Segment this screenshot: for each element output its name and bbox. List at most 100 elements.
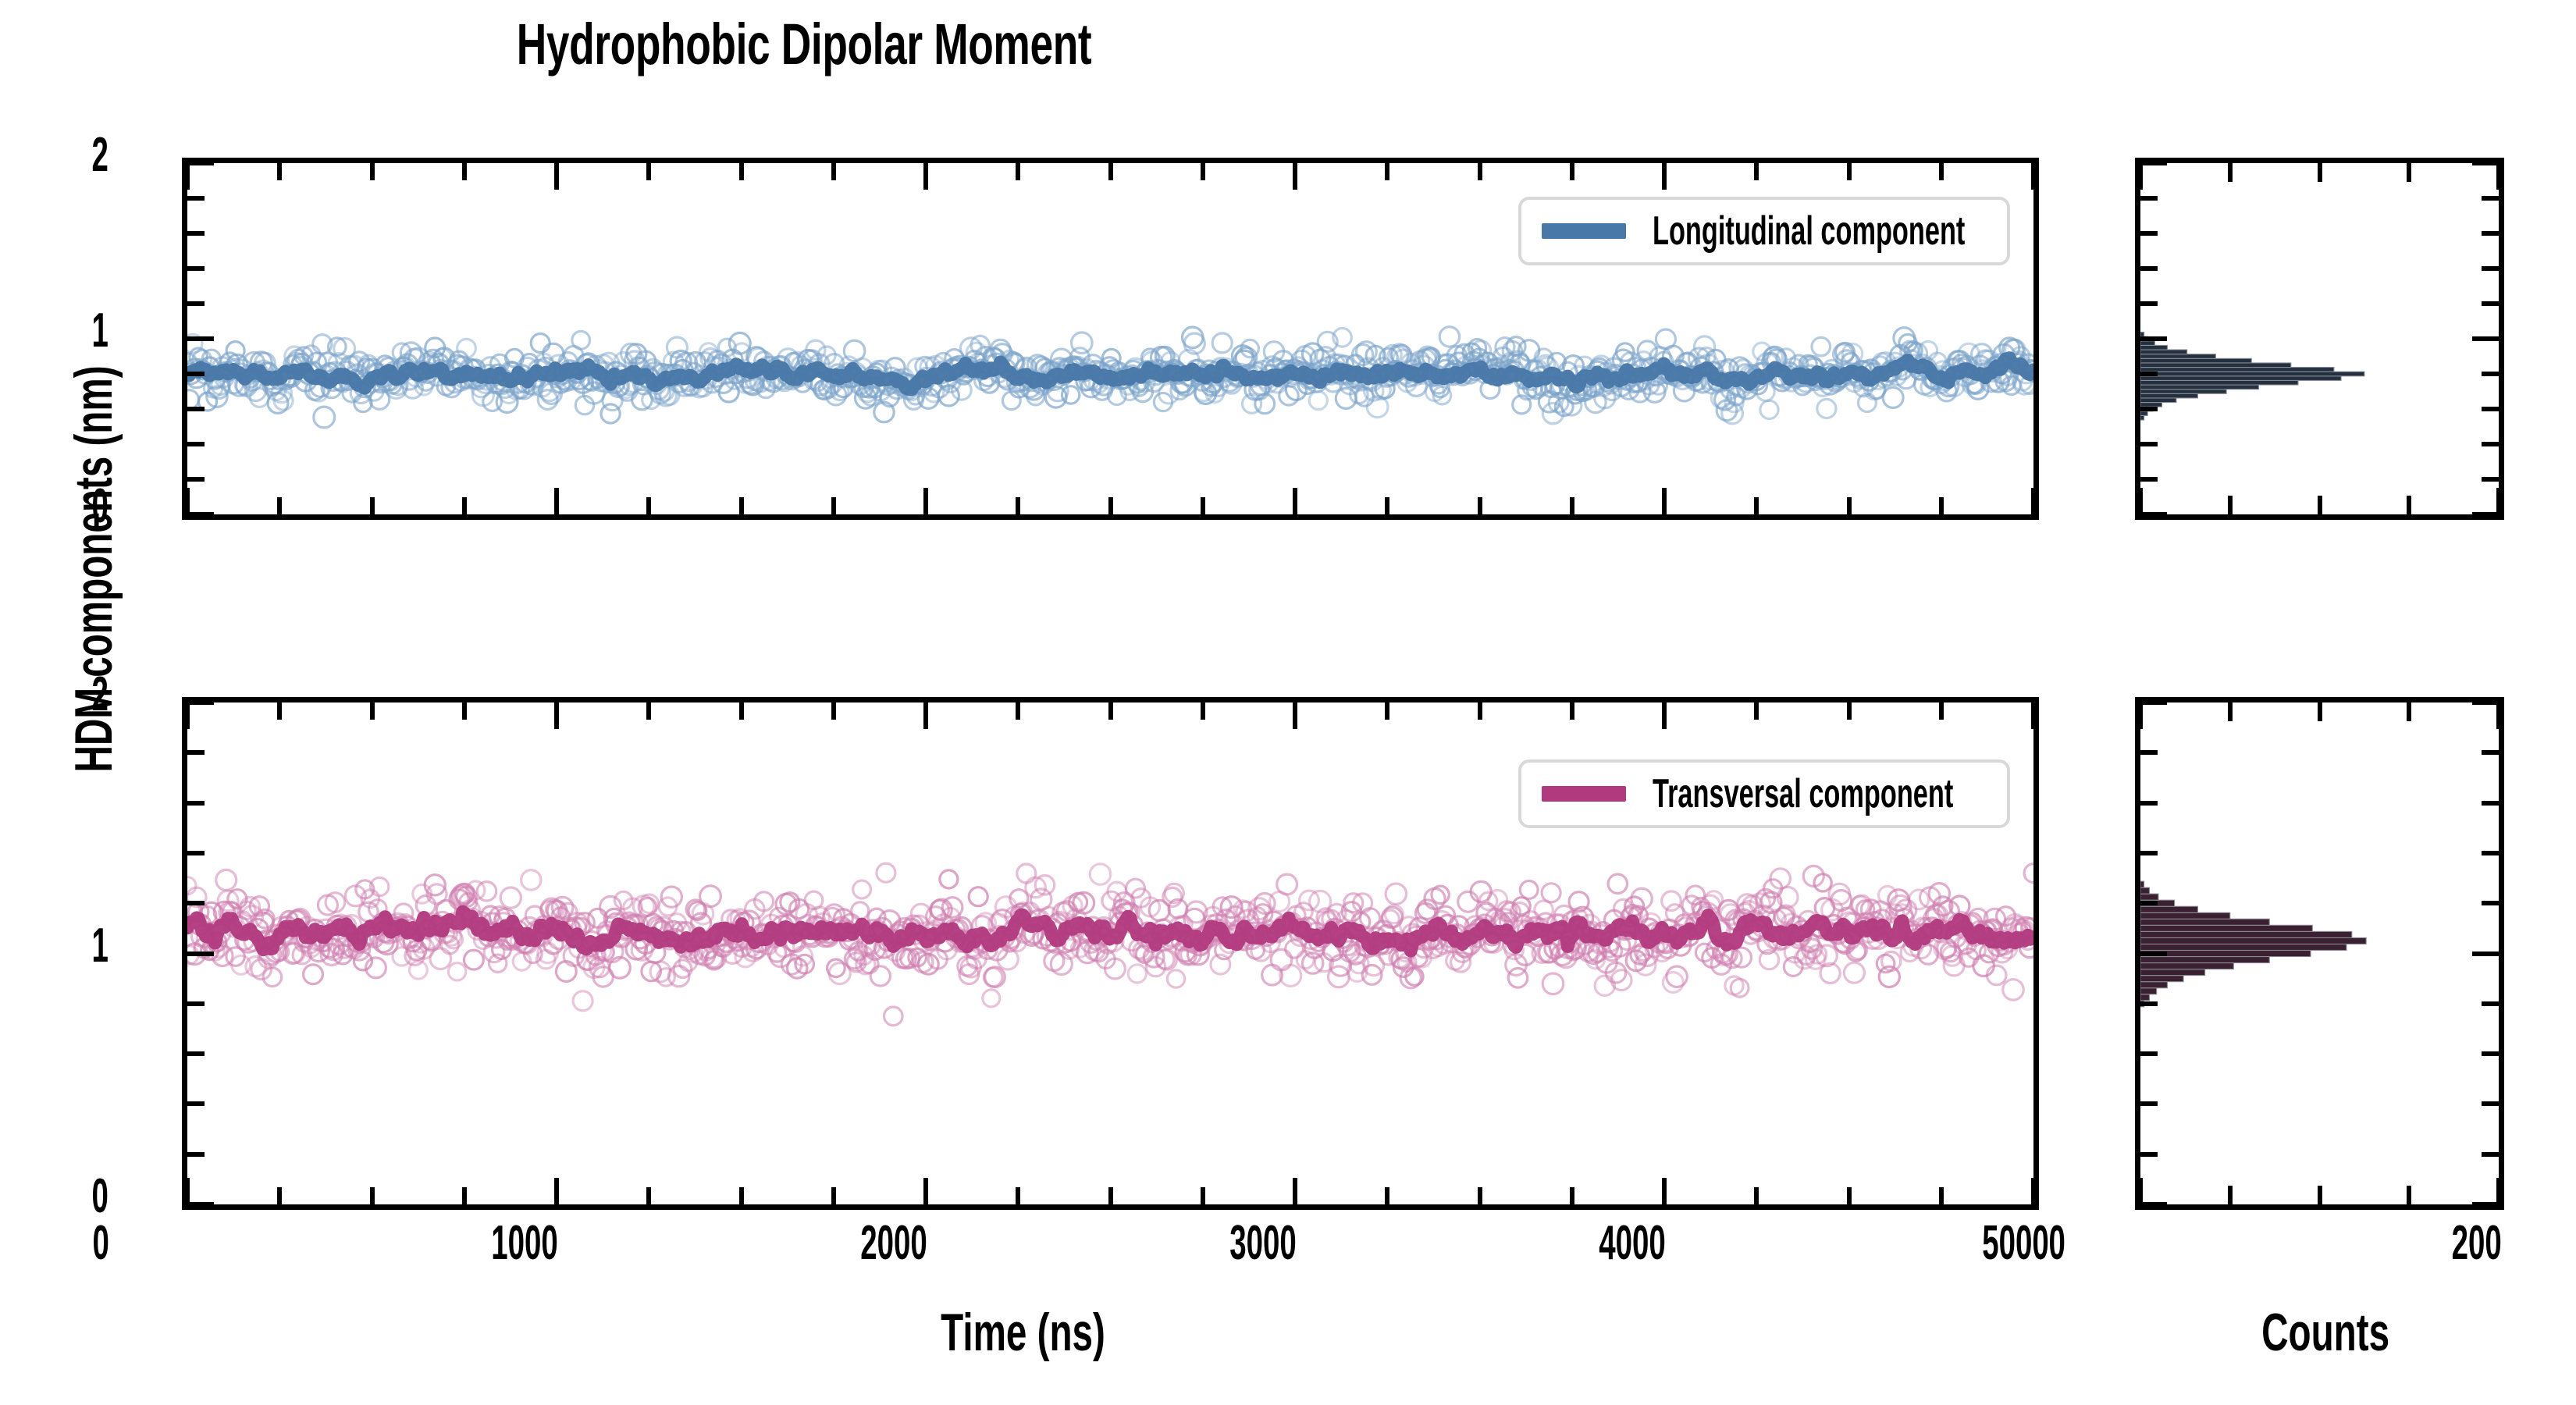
hist-y-tick <box>2140 336 2167 341</box>
x-tick-minor <box>1847 497 1852 514</box>
x-tick-top <box>739 163 744 180</box>
x-tick-minor <box>739 497 744 514</box>
hist-x-tick-top <box>2496 163 2501 190</box>
x-tick-label-4000: 4000 <box>1599 1216 1666 1270</box>
y-tick-minor <box>187 801 205 806</box>
y-tick-label-0: 0 <box>91 1169 109 1223</box>
x-axis-label-counts: Counts <box>2261 1303 2390 1362</box>
x-tick-top <box>1847 163 1852 180</box>
hist-y-tick-right <box>2472 161 2499 165</box>
y-tick-major <box>187 951 214 956</box>
legend-label-transversal: Transversal component <box>1653 771 1954 816</box>
y-tick-label-1: 1 <box>91 919 109 973</box>
hist-y-tick <box>2140 700 2167 705</box>
hist-y-tick-right <box>2482 1152 2499 1157</box>
x-tick-minor <box>831 1187 836 1204</box>
x-tick-top <box>370 163 375 180</box>
y-tick-major <box>187 700 214 705</box>
figure-title: Hydrophobic Dipolar Moment <box>516 12 1092 76</box>
x-tick-top <box>1662 702 1667 729</box>
x-tick-top <box>1016 702 1020 720</box>
x-tick-major <box>1293 488 1297 514</box>
x-tick-minor <box>831 497 836 514</box>
x-tick-label-0: 0 <box>92 1216 109 1270</box>
x-tick-top <box>646 702 651 720</box>
x-tick-minor <box>646 1187 651 1204</box>
x-tick-top <box>923 702 928 729</box>
hist-y-tick-right <box>2482 1001 2499 1006</box>
y-tick-minor <box>187 372 205 376</box>
x-tick-minor <box>1847 1187 1852 1204</box>
hist-y-tick-right <box>2472 951 2499 956</box>
x-tick-top <box>462 702 467 720</box>
y-tick-minor <box>187 1101 205 1106</box>
longitudinal-histogram <box>2140 332 2365 421</box>
hist-y-tick <box>2140 442 2158 446</box>
x-tick-top <box>2031 702 2036 729</box>
legend-transversal[interactable]: Transversal component <box>1518 759 2010 828</box>
hist-x-tick-top <box>2138 702 2143 729</box>
hist-y-tick <box>2140 1152 2158 1157</box>
legend-swatch-transversal <box>1542 786 1626 802</box>
hist-x-tick-top <box>2138 163 2143 190</box>
x-tick-top <box>923 163 928 190</box>
hist-y-tick-right <box>2472 512 2499 517</box>
panel-transversal-histogram <box>2135 697 2504 1210</box>
hist-y-tick <box>2140 750 2158 755</box>
x-tick-minor <box>1478 1187 1482 1204</box>
x-tick-major <box>1662 1178 1667 1204</box>
hist-y-tick <box>2140 407 2158 411</box>
x-tick-minor <box>646 497 651 514</box>
x-tick-minor <box>462 497 467 514</box>
hist-y-tick <box>2140 1202 2167 1207</box>
y-tick-label-2: 2 <box>91 128 109 182</box>
hist-y-tick-right <box>2482 1101 2499 1106</box>
x-tick-minor <box>1385 497 1389 514</box>
x-tick-minor <box>1478 497 1482 514</box>
x-tick-minor <box>370 1187 375 1204</box>
x-tick-top <box>370 702 375 720</box>
hist-x-tick-top <box>2407 163 2411 182</box>
legend-longitudinal[interactable]: Longitudinal component <box>1518 197 2010 265</box>
legend-label-longitudinal: Longitudinal component <box>1653 208 1966 254</box>
x-tick-top <box>277 163 282 180</box>
x-tick-minor <box>277 497 282 514</box>
y-tick-minor <box>187 1001 205 1006</box>
x-tick-major <box>1293 1178 1297 1204</box>
hist-y-tick <box>2140 1001 2158 1006</box>
x-tick-minor <box>1016 1187 1020 1204</box>
y-tick-minor <box>187 196 205 201</box>
x-tick-top <box>462 163 467 180</box>
x-tick-top <box>1754 163 1759 180</box>
x-tick-top <box>277 702 282 720</box>
x-tick-minor <box>1754 1187 1759 1204</box>
hist-x-tick-top <box>2407 702 2411 721</box>
y-tick-minor <box>187 231 205 236</box>
x-tick-major <box>185 1178 190 1204</box>
y-tick-label-1: 1 <box>91 304 109 357</box>
x-tick-label-1000: 1000 <box>491 1216 558 1270</box>
y-tick-label-2: 2 <box>91 667 109 721</box>
hist-y-tick <box>2140 477 2158 482</box>
legend-swatch-longitudinal <box>1542 223 1626 239</box>
x-axis-label-time: Time (ns) <box>941 1303 1105 1362</box>
x-tick-minor <box>1570 1187 1574 1204</box>
x-tick-minor <box>1201 1187 1205 1204</box>
y-tick-major <box>187 1202 214 1207</box>
x-tick-minor <box>370 497 375 514</box>
x-tick-top <box>1570 163 1574 180</box>
hist-y-tick <box>2140 1051 2158 1056</box>
hist-y-tick-right <box>2482 266 2499 271</box>
x-tick-major <box>185 488 190 514</box>
x-tick-top <box>1108 702 1113 720</box>
hist-y-tick-right <box>2482 851 2499 855</box>
x-tick-label-2000: 2000 <box>860 1216 927 1270</box>
hist-x-tick-label-0: 0 <box>2048 1216 2065 1270</box>
hist-y-tick-right <box>2472 336 2499 341</box>
hist-x-tick-top <box>2228 163 2233 182</box>
hist-x-tick <box>2318 1186 2322 1204</box>
x-tick-top <box>1293 163 1297 190</box>
x-tick-minor <box>1385 1187 1389 1204</box>
hist-y-tick-right <box>2482 407 2499 411</box>
